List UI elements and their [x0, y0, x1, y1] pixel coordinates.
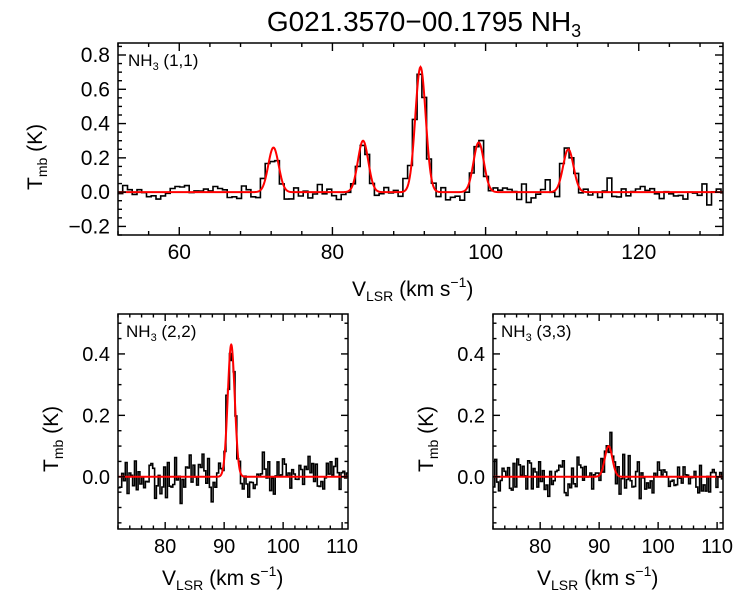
x-axis-label-exp: −1: [260, 563, 276, 579]
y-tick-label: 0.2: [457, 405, 485, 427]
model-fit-line: [493, 445, 723, 478]
y-tick-label: 0.4: [457, 344, 485, 366]
x-tick-label: 110: [326, 536, 358, 558]
x-axis-label-v: V: [352, 278, 366, 301]
x-tick-label: 120: [621, 241, 656, 264]
y-axis-label: Tmb (K): [40, 406, 66, 472]
panel-label-main: NH: [126, 322, 151, 341]
y-axis-label-unit: (K): [24, 124, 47, 158]
x-axis-label-lsr: LSR: [176, 577, 203, 593]
x-axis-label-close: ): [651, 567, 658, 590]
plot-frame: [117, 313, 349, 530]
x-axis-label: VLSR (km s−1): [537, 563, 658, 593]
model-fit-line: [118, 343, 348, 478]
panel-nh3-11: 60 80 100 120−0.20.00.20.40.60.8 NH3 (1,1) …: [24, 42, 724, 304]
panel-label: NH3 (3,3): [501, 322, 571, 344]
x-axis-label-unit: (km s: [578, 567, 635, 590]
x-tick-label: 110: [701, 536, 733, 558]
x-axis-label-exp: −1: [450, 274, 466, 290]
x-tick-label: 80: [529, 536, 551, 558]
y-tick-label: 0.6: [81, 78, 110, 101]
y-axis-label-t: T: [415, 459, 438, 472]
model-fit-line: [118, 65, 723, 194]
panel-label-rest: (1,1): [159, 51, 199, 70]
y-axis-label-unit: (K): [40, 406, 63, 440]
x-axis-label: VLSR (km s−1): [162, 563, 283, 593]
y-axis-label-t: T: [24, 177, 47, 190]
y-tick-label: 0.8: [81, 44, 110, 67]
x-axis-label-lsr: LSR: [551, 577, 578, 593]
y-tick-label: 0.0: [82, 467, 110, 489]
observed-spectrum: [118, 73, 723, 206]
x-tick-label: 60: [168, 241, 191, 264]
x-axis-label: VLSR (km s−1): [352, 274, 473, 304]
panel-label-main: NH: [128, 51, 153, 70]
panel-nh3-22: 80 90 100 110 0.0 0.2 0.4 NH3 (2,2) VLSR (km s…: [40, 313, 358, 593]
x-axis-label-v: V: [537, 567, 551, 590]
figure-title-main: G021.3570−00.1795 NH: [267, 6, 571, 37]
spectrum-plot-area: 60 80 100 120 −0.2 0.0 0.2 0.4 0.6 0.8: [69, 43, 723, 264]
y-tick-label: −0.2: [69, 215, 110, 238]
panel-label-rest: (2,2): [157, 322, 197, 341]
y-axis-label: Tmb (K): [24, 124, 50, 190]
y-axis-label-unit: (K): [415, 406, 438, 440]
y-tick-label: 0.0: [81, 181, 110, 204]
x-tick-label: 100: [468, 241, 503, 264]
panel-label-sub: 3: [151, 332, 157, 344]
panel-label: NH3 (1,1): [128, 51, 198, 73]
x-tick-label: 90: [588, 536, 610, 558]
y-tick-label: 0.4: [82, 344, 110, 366]
plot-frame: [492, 313, 724, 530]
panel-label-sub: 3: [526, 332, 532, 344]
y-axis-label: Tmb (K): [415, 406, 441, 472]
panel-label: NH3 (2,2): [126, 322, 196, 344]
plot-frame: [117, 42, 724, 236]
x-axis-label-unit: (km s: [393, 278, 450, 301]
x-axis-label-lsr: LSR: [366, 288, 393, 304]
panel-label-main: NH: [501, 322, 526, 341]
x-tick-label: 80: [154, 536, 176, 558]
y-axis-label-mb: mb: [425, 440, 441, 460]
x-axis-label-close: ): [466, 278, 473, 301]
y-tick-label: 0.0: [457, 467, 485, 489]
x-tick-label: 100: [641, 536, 674, 558]
y-tick-label: 0.2: [81, 147, 110, 170]
observed-spectrum: [493, 431, 723, 500]
x-tick-label: 100: [266, 536, 299, 558]
y-axis-label-mb: mb: [34, 158, 50, 178]
x-axis-label-close: ): [276, 567, 283, 590]
y-tick-label: 0.4: [81, 113, 111, 136]
y-axis-label-t: T: [40, 459, 63, 472]
x-tick-label: 80: [321, 241, 344, 264]
y-tick-label: 0.2: [82, 405, 110, 427]
x-tick-label: 90: [213, 536, 235, 558]
figure-title: G021.3570−00.1795 NH3: [267, 6, 581, 41]
spectrum-plot-area: 80 90 100 110 0.0 0.2 0.4: [82, 314, 358, 558]
x-axis-label-v: V: [162, 567, 176, 590]
figure-title-sub: 3: [571, 21, 581, 41]
x-axis-label-unit: (km s: [203, 567, 260, 590]
panel-label-rest: (3,3): [532, 322, 572, 341]
spectrum-plot-area: 80 90 100 110 0.0 0.2 0.4: [457, 314, 733, 558]
panel-label-sub: 3: [153, 61, 159, 73]
y-axis-label-mb: mb: [50, 440, 66, 460]
x-axis-label-exp: −1: [635, 563, 651, 579]
panel-nh3-33: 80 90 100 110 0.0 0.2 0.4 NH3 (3,3) VLSR (km s…: [415, 313, 733, 593]
